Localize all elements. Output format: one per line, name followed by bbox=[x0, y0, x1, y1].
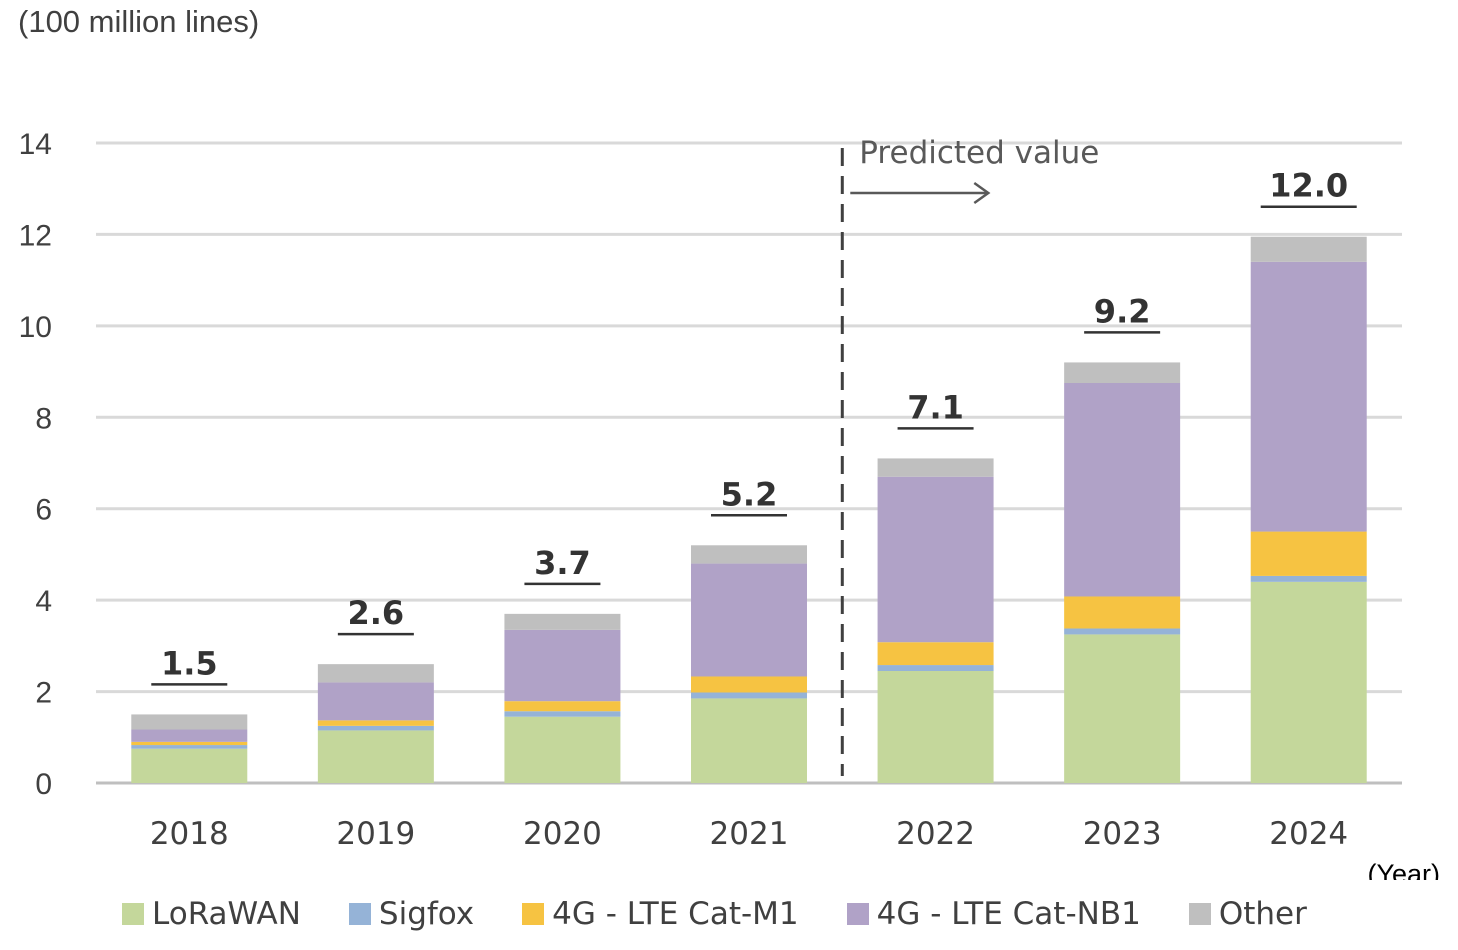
y-tick-label: 0 bbox=[35, 768, 52, 801]
bar-segment bbox=[1064, 362, 1181, 383]
legend-item: Sigfox bbox=[348, 896, 475, 932]
bar-stacks bbox=[131, 236, 1367, 783]
bar-segment bbox=[877, 458, 994, 477]
legend-swatch bbox=[122, 903, 144, 925]
y-tick-label: 6 bbox=[35, 494, 52, 527]
bar-segment bbox=[317, 720, 434, 726]
total-labels: 1.5 2.6 3.7 5.2 7.1 9.2 12.0 bbox=[151, 167, 1357, 686]
total-label: 5.2 bbox=[721, 475, 778, 513]
legend-label: Sigfox bbox=[378, 896, 475, 932]
bar-stack-2024 bbox=[1250, 236, 1367, 783]
bar-stack-2021 bbox=[691, 545, 807, 783]
legend-item: LoRaWAN bbox=[122, 896, 301, 932]
legend-label: 4G - LTE Cat-M1 bbox=[552, 896, 799, 932]
bar-segment bbox=[317, 664, 434, 683]
bar-segment bbox=[1064, 628, 1181, 635]
total-label: 12.0 bbox=[1269, 167, 1348, 205]
bar-stack-2019 bbox=[317, 664, 434, 783]
legend: LoRaWAN Sigfox 4G - LTE Cat-M1 4G - LTE Cat… bbox=[122, 896, 1355, 932]
legend-item: 4G - LTE Cat-M1 bbox=[522, 896, 799, 932]
legend-label: Other bbox=[1218, 896, 1307, 932]
total-label: 1.5 bbox=[161, 644, 218, 682]
bar-segment bbox=[691, 545, 807, 564]
bar-segment bbox=[504, 613, 621, 630]
x-tick-label: 2023 bbox=[1083, 816, 1162, 852]
bar-segment bbox=[131, 748, 248, 783]
prediction-arrow-head bbox=[973, 181, 991, 205]
x-tick-labels: 2018 2019 2020 2021 2022 2023 2024 bbox=[150, 816, 1348, 852]
legend-item: Other bbox=[1188, 896, 1307, 932]
bar-segment bbox=[1250, 531, 1367, 576]
bar-segment bbox=[877, 642, 994, 666]
bar-segment bbox=[504, 716, 621, 783]
bar-segment bbox=[1064, 634, 1181, 783]
y-tick-labels: 0 2 4 6 8 10 12 14 bbox=[19, 128, 52, 801]
bar-stack-2023 bbox=[1064, 362, 1181, 783]
x-tick-label: 2022 bbox=[896, 816, 975, 852]
bar-segment bbox=[877, 476, 994, 643]
bar-segment bbox=[131, 741, 248, 746]
bar-segment bbox=[317, 730, 434, 783]
legend-swatch bbox=[522, 903, 545, 925]
bar-segment bbox=[504, 701, 621, 712]
prediction-label: Predicted value bbox=[859, 135, 1099, 171]
legend-label: LoRaWAN bbox=[152, 896, 301, 932]
bar-segment bbox=[691, 563, 807, 677]
prediction-annotation: Predicted value bbox=[840, 135, 1099, 776]
legend-item: 4G - LTE Cat-NB1 bbox=[846, 896, 1141, 932]
bar-segment bbox=[504, 711, 621, 717]
x-tick-label: 2024 bbox=[1269, 816, 1348, 852]
bar-segment bbox=[317, 682, 434, 721]
y-unit-label: (100 million lines) bbox=[18, 4, 260, 39]
bar-segment bbox=[877, 671, 994, 783]
legend-label: 4G - LTE Cat-NB1 bbox=[876, 896, 1141, 932]
x-tick-label: 2018 bbox=[150, 816, 229, 852]
y-tick-label: 4 bbox=[35, 585, 52, 618]
bar-segment bbox=[131, 745, 248, 749]
y-tick-label: 10 bbox=[19, 311, 52, 344]
bar-segment bbox=[1250, 236, 1367, 262]
total-label: 7.1 bbox=[907, 388, 964, 426]
x-tick-label: 2020 bbox=[523, 816, 602, 852]
bar-segment bbox=[1250, 261, 1367, 532]
bar-segment bbox=[131, 714, 248, 730]
bar-segment bbox=[1250, 581, 1367, 783]
legend-swatch bbox=[846, 903, 869, 925]
y-tick-label: 14 bbox=[19, 128, 52, 161]
x-tick-label: 2019 bbox=[336, 816, 415, 852]
bar-segment bbox=[877, 665, 994, 671]
x-unit-label: (Year) bbox=[1367, 859, 1440, 880]
bar-stack-2018 bbox=[131, 714, 248, 783]
bar-segment bbox=[691, 698, 807, 783]
total-label: 9.2 bbox=[1094, 292, 1151, 330]
bar-segment bbox=[504, 629, 621, 702]
y-tick-label: 8 bbox=[35, 402, 52, 435]
bar-stack-2020 bbox=[504, 613, 621, 783]
bar-segment bbox=[691, 692, 807, 699]
legend-swatch bbox=[1188, 903, 1211, 925]
bar-stack-2022 bbox=[877, 458, 994, 783]
total-label: 2.6 bbox=[348, 594, 405, 632]
bar-segment bbox=[1064, 383, 1181, 597]
legend-swatch bbox=[348, 903, 371, 925]
bar-segment bbox=[1064, 596, 1181, 629]
y-tick-label: 12 bbox=[19, 219, 52, 252]
bar-segment bbox=[691, 676, 807, 693]
y-tick-label: 2 bbox=[35, 677, 52, 710]
bar-segment bbox=[131, 729, 248, 742]
bar-segment bbox=[317, 725, 434, 731]
bar-segment bbox=[1250, 575, 1367, 582]
x-tick-label: 2021 bbox=[710, 816, 789, 852]
total-label: 3.7 bbox=[534, 544, 591, 582]
